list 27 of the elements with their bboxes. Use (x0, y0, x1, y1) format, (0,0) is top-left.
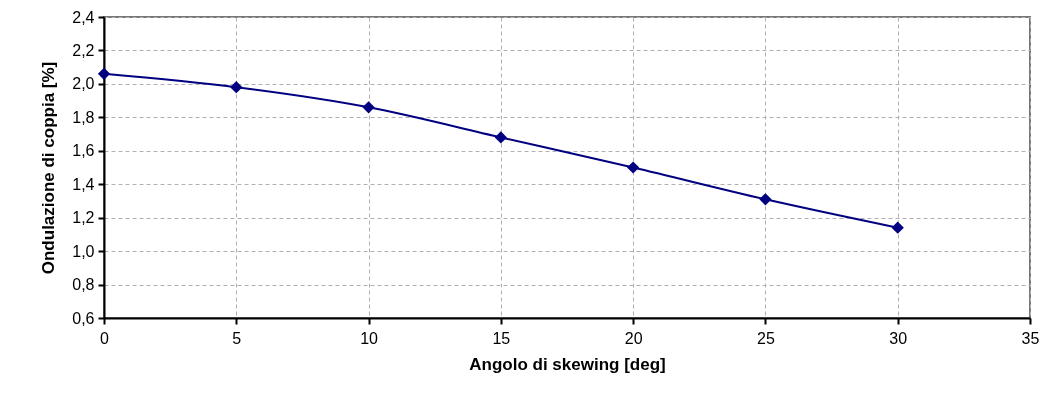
x-tick-label: 0 (100, 329, 110, 347)
x-tick-label: 25 (757, 329, 775, 347)
point (362, 101, 375, 114)
y-tick-label: 2,0 (72, 75, 95, 93)
y-axis-title: Ondulazione di coppia [%] (39, 61, 59, 275)
x-tick-label: 5 (232, 329, 242, 347)
y-tick-label: 1,8 (72, 108, 95, 126)
x-axis-title: Angolo di skewing [deg] (469, 354, 666, 374)
x-tick-label: 30 (889, 329, 908, 347)
y-tick-label: 0,8 (72, 276, 95, 294)
y-tick-label: 0,6 (72, 309, 95, 327)
point (891, 221, 904, 234)
y-tick-label: 2,2 (72, 41, 95, 59)
point (627, 161, 640, 174)
y-tick-label: 1,2 (72, 209, 95, 227)
x-tick-label: 35 (1021, 329, 1040, 347)
y-tick-label: 1,0 (72, 242, 95, 260)
y-tick-label: 1,4 (72, 175, 95, 193)
x-tick-label: 10 (360, 329, 379, 347)
x-tick-label: 20 (624, 329, 643, 347)
point (97, 67, 111, 80)
y-tick-label: 1,6 (72, 142, 95, 160)
point (494, 131, 507, 144)
y-tick-label: 2,4 (72, 8, 95, 26)
point (759, 193, 772, 206)
x-tick-label: 15 (492, 329, 511, 347)
point (230, 81, 243, 94)
